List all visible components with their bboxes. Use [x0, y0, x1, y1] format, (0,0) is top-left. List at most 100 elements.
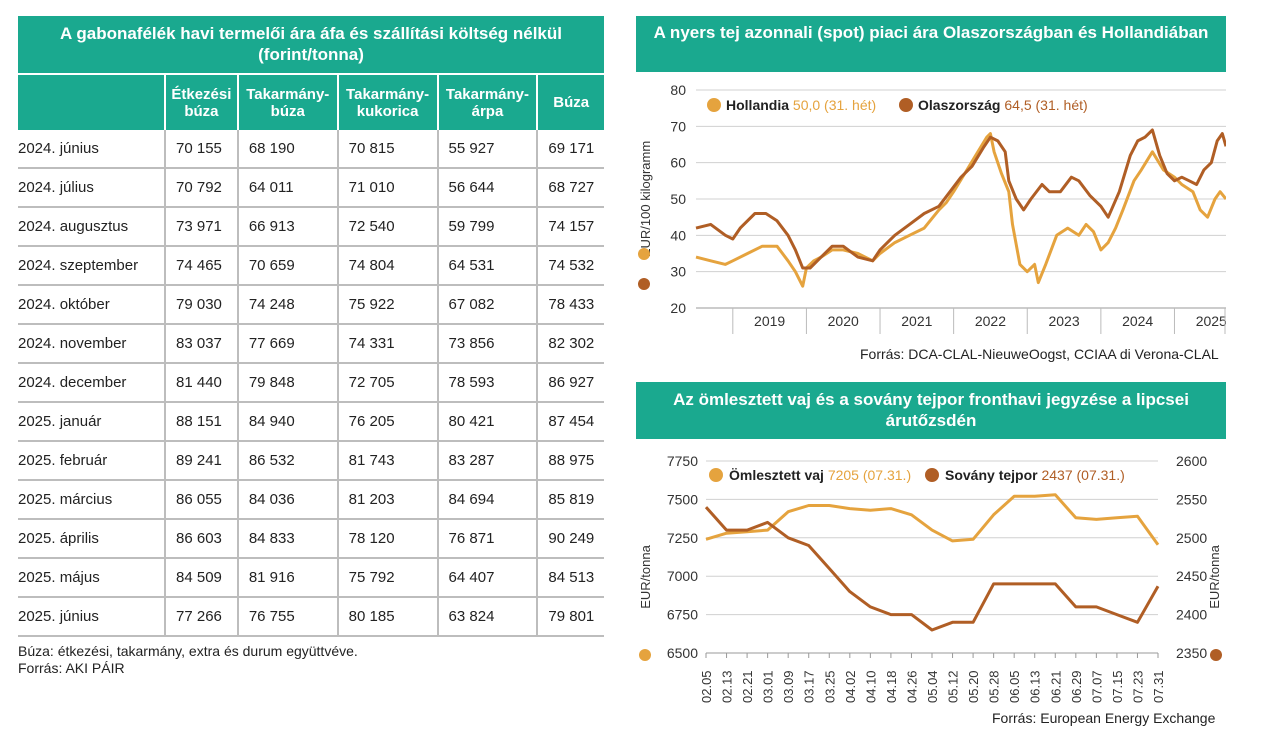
table-row: 2024. szeptember 74 465 70 659 74 804 64 531…: [18, 247, 604, 286]
x-tick-label: 03.25: [822, 670, 837, 703]
y-tick-label-right: 2550: [1176, 491, 1207, 507]
milk-chart-panel: A nyers tej azonnali (spot) piaci ára Ol…: [636, 16, 1226, 347]
table-cell: 74 465: [166, 247, 239, 286]
table-cell: 64 011: [238, 169, 339, 208]
y-axis-label: EUR/100 kilogramm: [638, 141, 653, 257]
series-line-sovany-tejpor: [704, 506, 1160, 632]
legend-series-value: 2437 (07.31.): [1041, 467, 1124, 483]
table-row: 2024. október 79 030 74 248 75 922 67 082 78 …: [18, 286, 604, 325]
row-label: 2025. február: [18, 442, 166, 481]
row-label: 2024. szeptember: [18, 247, 166, 286]
table-cell: 84 694: [438, 481, 539, 520]
table-cell: 85 819: [538, 481, 604, 520]
legend-series-value: 7205 (07.31.): [828, 467, 911, 483]
table-column-header: Takarmány-búza: [238, 73, 339, 130]
grain-price-table-panel: A gabonafélék havi termelői ára áfa és s…: [18, 16, 604, 677]
legend-series-name: Olaszország: [918, 97, 1004, 113]
legend-series-name: Hollandia: [726, 97, 793, 113]
y-tick-label-right: 2500: [1176, 530, 1207, 546]
table-cell: 64 407: [438, 559, 539, 598]
table-cell: 76 755: [238, 598, 339, 637]
milk-chart-source: Forrás: DCA-CLAL-NieuweOogst, CCIAA di V…: [860, 346, 1219, 362]
x-tick-label: 05.04: [925, 670, 940, 703]
table-cell: 63 824: [438, 598, 539, 637]
x-tick-label: 05.28: [987, 670, 1002, 703]
table-cell: 72 540: [338, 208, 439, 247]
row-label: 2025. május: [18, 559, 166, 598]
table-cell: 70 815: [338, 130, 439, 169]
table-source: Forrás: AKI PÁIR: [18, 660, 125, 676]
table-cell: 84 940: [238, 403, 339, 442]
y-tick-label: 30: [670, 264, 686, 280]
row-label: 2024. június: [18, 130, 166, 169]
table-cell: 77 669: [238, 325, 339, 364]
y-tick-label-left: 6500: [667, 645, 698, 661]
table-cell: 67 082: [438, 286, 539, 325]
legend-entry: Olaszország 64,5 (31. hét): [918, 97, 1088, 113]
x-tick-label: 02.13: [720, 670, 735, 703]
table-cell: 74 248: [238, 286, 339, 325]
table-cell: 76 205: [338, 403, 439, 442]
table-row: 2024. június 70 155 68 190 70 815 55 927 69 1…: [18, 130, 604, 169]
x-tick-label: 06.21: [1048, 670, 1063, 703]
legend-dot-left: [639, 649, 651, 661]
table-cell: 86 055: [166, 481, 239, 520]
x-tick-label: 02.05: [699, 670, 714, 703]
x-tick-label: 06.13: [1028, 670, 1043, 703]
table-cell: 79 030: [166, 286, 239, 325]
row-label: 2025. április: [18, 520, 166, 559]
x-tick-label: 2021: [901, 313, 932, 329]
table-column-header: Étkezési búza: [166, 73, 239, 130]
table-cell: 78 593: [438, 364, 539, 403]
table-cell: 70 155: [166, 130, 239, 169]
table-cell: 84 833: [238, 520, 339, 559]
x-tick-label: 07.23: [1130, 670, 1145, 703]
butter-chart-title: Az ömlesztett vaj és a sovány tejpor fro…: [636, 382, 1226, 439]
y-tick-label-right: 2600: [1176, 453, 1207, 469]
grain-price-table: Étkezési búza Takarmány-búza Takarmány-kuko…: [18, 73, 604, 637]
table-cell: 73 856: [438, 325, 539, 364]
y-axis-label-right: EUR/tonna: [1207, 544, 1222, 608]
table-row: 2024. augusztus 73 971 66 913 72 540 59 799 7…: [18, 208, 604, 247]
table-cell: 82 302: [538, 325, 604, 364]
table-header-blank: [18, 73, 166, 130]
x-tick-label: 07.15: [1110, 670, 1125, 703]
table-cell: 75 922: [338, 286, 439, 325]
table-cell: 88 975: [538, 442, 604, 481]
table-cell: 76 871: [438, 520, 539, 559]
x-tick-label: 03.01: [761, 670, 776, 703]
table-cell: 59 799: [438, 208, 539, 247]
legend-dot-olaszorszag: [638, 278, 650, 290]
table-cell: 55 927: [438, 130, 539, 169]
table-row: 2025. január 88 151 84 940 76 205 80 421 87 4…: [18, 403, 604, 442]
table-row: 2025. május 84 509 81 916 75 792 64 407 84 51…: [18, 559, 604, 598]
x-tick-label: 03.09: [781, 670, 796, 703]
table-cell: 74 157: [538, 208, 604, 247]
y-tick-label-left: 7250: [667, 530, 698, 546]
legend-marker: [709, 468, 723, 482]
table-cell: 80 185: [338, 598, 439, 637]
table-row: 2024. november 83 037 77 669 74 331 73 856 82…: [18, 325, 604, 364]
row-label: 2025. június: [18, 598, 166, 637]
butter-chart: 6500 6750 7000 7250 7500 7750 2350 2400 2450 2500…: [638, 453, 1222, 703]
x-tick-label: 05.20: [966, 670, 981, 703]
row-label: 2024. augusztus: [18, 208, 166, 247]
x-tick-label: 04.10: [863, 670, 878, 703]
table-cell: 74 331: [338, 325, 439, 364]
x-tick-label: 06.29: [1069, 670, 1084, 703]
x-tick-label: 2020: [828, 313, 859, 329]
x-tick-label: 2023: [1048, 313, 1079, 329]
table-cell: 70 659: [238, 247, 339, 286]
table-column-header: Takarmány-kukorica: [338, 73, 439, 130]
table-cell: 83 287: [438, 442, 539, 481]
table-cell: 78 433: [538, 286, 604, 325]
table-cell: 81 743: [338, 442, 439, 481]
table-cell: 56 644: [438, 169, 539, 208]
y-tick-label-right: 2450: [1176, 568, 1207, 584]
legend-marker: [925, 468, 939, 482]
row-label: 2024. október: [18, 286, 166, 325]
legend-dot-right: [1210, 649, 1222, 661]
row-label: 2024. december: [18, 364, 166, 403]
x-tick-label: 05.12: [946, 670, 961, 703]
table-cell: 86 532: [238, 442, 339, 481]
